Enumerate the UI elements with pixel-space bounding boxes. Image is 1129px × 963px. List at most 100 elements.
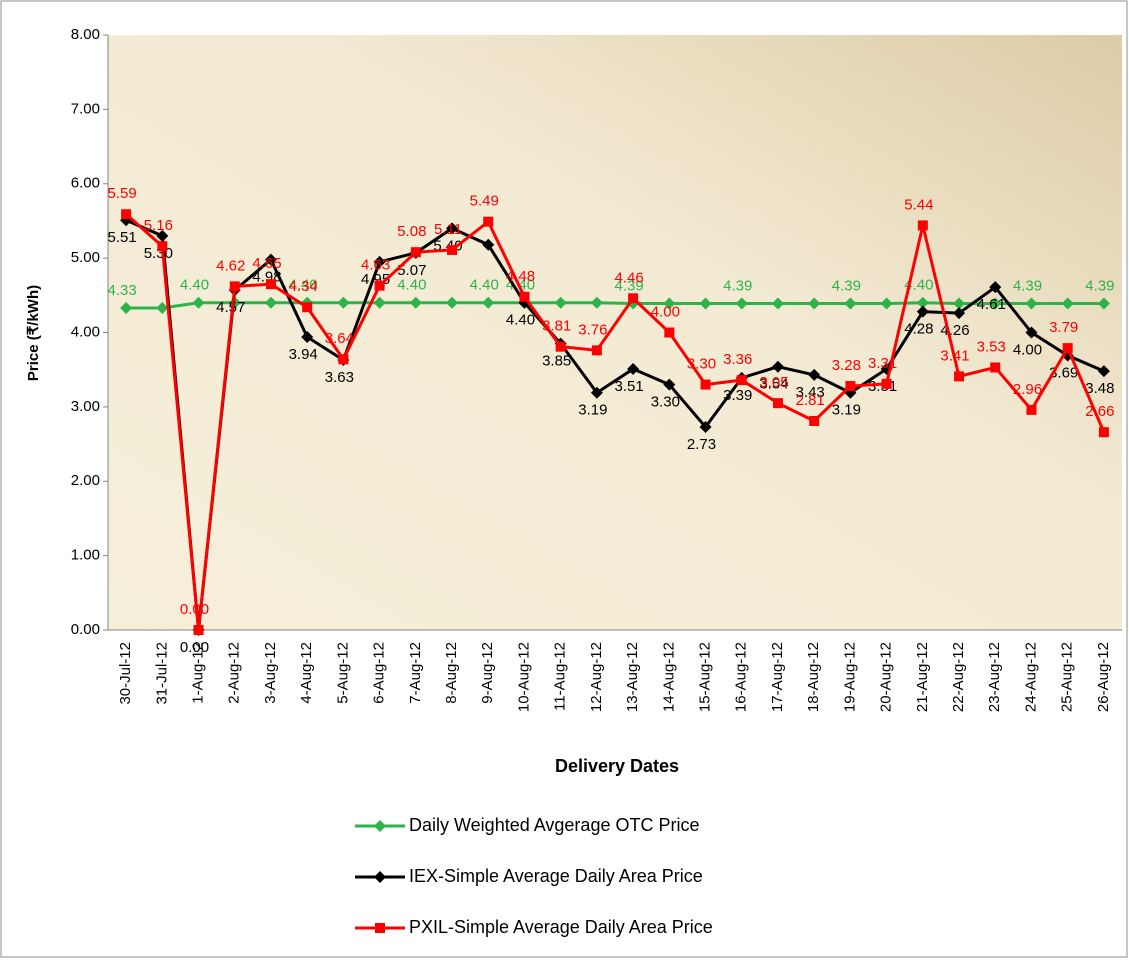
data-label: 4.61 [977, 296, 1006, 313]
data-label: 4.39 [832, 277, 861, 294]
data-label: 4.39 [1013, 277, 1042, 294]
marker [1026, 404, 1037, 415]
x-tick-label: 4-Aug-12 [298, 642, 315, 704]
data-label: 4.39 [1085, 277, 1114, 294]
legend-marker [374, 871, 386, 883]
marker [771, 297, 784, 310]
data-label: 5.49 [470, 193, 499, 210]
marker [1098, 427, 1109, 438]
x-tick-label: 2-Aug-12 [226, 642, 243, 704]
data-label: 3.19 [832, 402, 861, 419]
x-tick-label: 26-Aug-12 [1095, 642, 1112, 712]
data-label: 3.81 [542, 318, 571, 335]
marker [1025, 326, 1038, 339]
y-axis-title: Price (₹/kWh) [25, 285, 42, 381]
x-tick-label: 22-Aug-12 [950, 642, 967, 712]
y-tick-label: 0.00 [71, 621, 100, 638]
marker [916, 305, 929, 318]
marker [1097, 365, 1110, 378]
data-label: 4.34 [289, 278, 318, 295]
marker [735, 297, 748, 310]
data-label: 3.51 [615, 378, 644, 395]
series-line [125, 218, 1105, 631]
marker [337, 296, 350, 309]
marker [193, 625, 204, 635]
legend-marker [374, 820, 386, 832]
data-label: 2.73 [687, 436, 716, 453]
data-label: 3.36 [723, 351, 752, 368]
data-label: 4.62 [216, 257, 245, 274]
data-label: 4.57 [216, 299, 245, 316]
data-label: 4.40 [397, 277, 426, 294]
legend-label: Daily Weighted Avgerage OTC Price [409, 815, 699, 835]
marker [844, 297, 857, 310]
data-label: 3.64 [325, 330, 354, 347]
x-tick-label: 6-Aug-12 [371, 642, 388, 704]
legend-label: PXIL-Simple Average Daily Area Price [409, 917, 713, 937]
data-label: 3.94 [289, 346, 318, 363]
marker [845, 381, 856, 392]
y-tick-label: 5.00 [71, 249, 100, 266]
legend-label: IEX-Simple Average Daily Area Price [409, 866, 703, 886]
marker [373, 296, 386, 309]
marker [1025, 297, 1038, 310]
data-label: 4.00 [651, 303, 680, 320]
data-label: 4.26 [940, 322, 969, 339]
y-tick-label: 2.00 [71, 472, 100, 489]
marker [482, 238, 495, 251]
marker [555, 341, 566, 352]
marker [1097, 297, 1110, 310]
data-label: 3.76 [578, 321, 607, 338]
marker [663, 297, 676, 310]
x-tick-label: 10-Aug-12 [515, 642, 532, 712]
data-label: 4.40 [180, 277, 209, 294]
marker [446, 296, 459, 309]
marker [338, 354, 349, 365]
y-tick-label: 1.00 [71, 547, 100, 564]
data-label: 5.44 [904, 196, 933, 213]
marker [1061, 297, 1074, 310]
marker [301, 330, 314, 343]
marker [374, 280, 385, 291]
series-line [125, 213, 1106, 631]
marker [917, 220, 928, 231]
x-tick-label: 24-Aug-12 [1022, 642, 1039, 712]
y-tick-label: 7.00 [71, 100, 100, 117]
marker [808, 297, 821, 310]
marker [409, 296, 422, 309]
marker [954, 371, 965, 382]
marker [264, 296, 277, 309]
y-tick-label: 6.00 [71, 175, 100, 192]
x-tick-label: 23-Aug-12 [986, 642, 1003, 712]
data-label: 3.85 [542, 353, 571, 370]
data-label: 0.00 [180, 639, 209, 656]
data-label: 4.65 [252, 255, 281, 272]
x-tick-label: 11-Aug-12 [552, 642, 569, 711]
data-label: 4.46 [615, 269, 644, 286]
data-label: 3.43 [796, 384, 825, 401]
marker [809, 416, 820, 427]
marker [483, 216, 494, 227]
marker [554, 296, 567, 309]
data-label: 4.40 [506, 312, 535, 329]
y-tick-label: 8.00 [71, 26, 100, 43]
marker [699, 420, 712, 433]
x-tick-label: 31-Jul-12 [153, 642, 170, 705]
x-tick-label: 7-Aug-12 [407, 642, 424, 704]
marker [156, 301, 169, 314]
data-label: 5.08 [397, 223, 426, 240]
x-tick-label: 20-Aug-12 [878, 642, 895, 712]
data-label: 3.79 [1049, 319, 1078, 336]
x-tick-label: 1-Aug-12 [190, 642, 207, 704]
marker [663, 378, 676, 391]
marker [881, 378, 892, 389]
marker [664, 327, 675, 338]
x-tick-label: 21-Aug-12 [914, 642, 931, 712]
data-label: 4.39 [615, 277, 644, 294]
marker [519, 291, 530, 302]
data-label: 4.28 [904, 321, 933, 338]
x-tick-label: 5-Aug-12 [334, 642, 351, 704]
x-tick-label: 3-Aug-12 [262, 642, 279, 704]
marker [808, 368, 821, 381]
